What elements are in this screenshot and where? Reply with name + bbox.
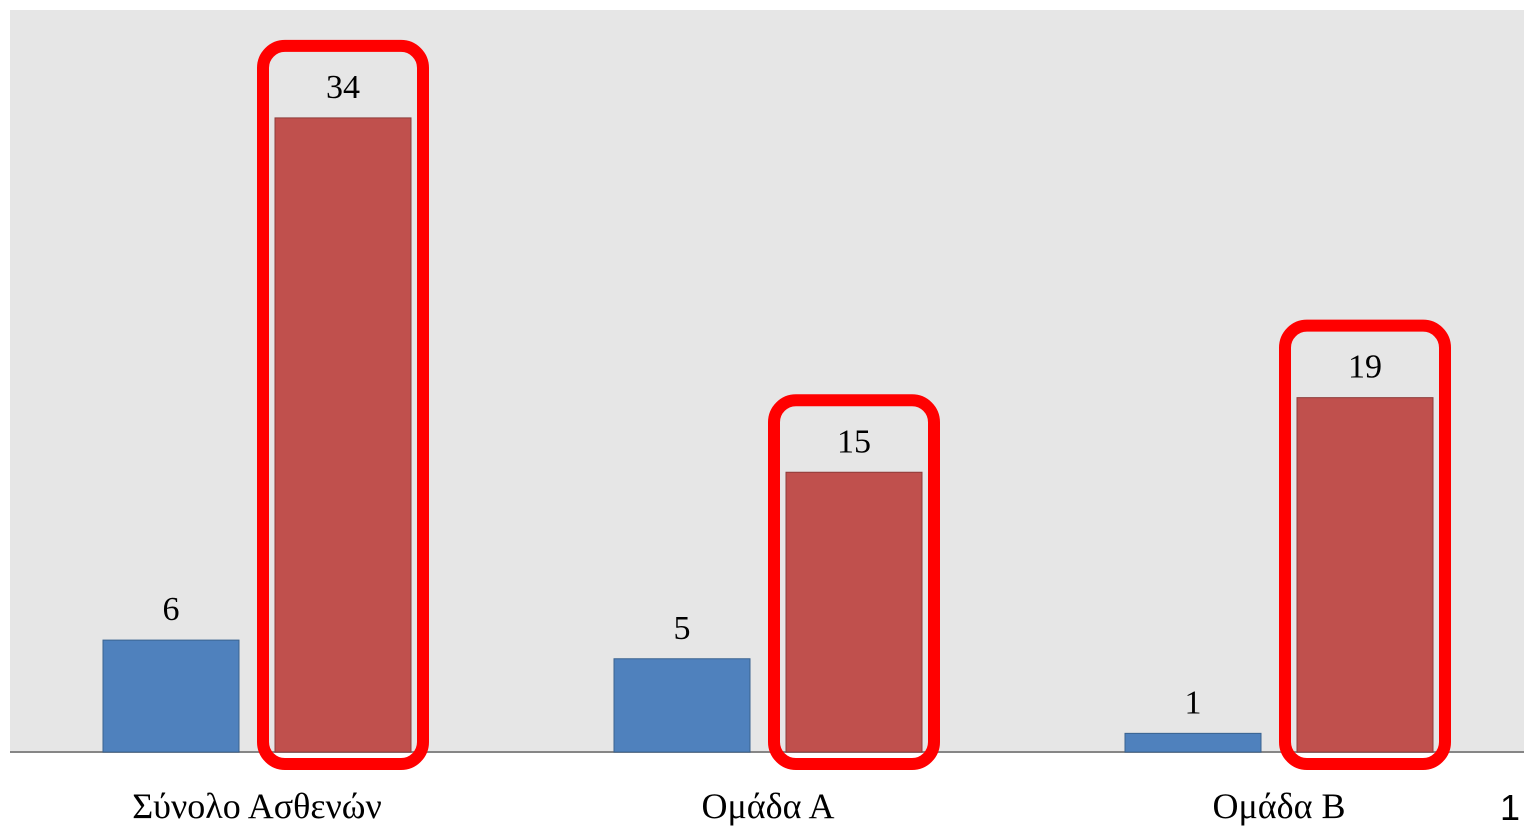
bar-series1-3: [1124, 732, 1262, 753]
category-label-1: Σύνολο Ασθενών: [132, 786, 382, 826]
category-label-3: Ομάδα Β: [1213, 786, 1346, 826]
data-label-series1-1: 6: [163, 591, 180, 628]
category-label-2: Ομάδα Α: [702, 786, 835, 826]
data-label-series2-3: 19: [1348, 349, 1382, 386]
data-label-series1-2: 5: [674, 610, 691, 647]
data-labels-layer: 6 34 5 15 1 19: [163, 69, 1383, 721]
bar-series2-3: [1296, 397, 1434, 753]
highlight-box-3: [1279, 319, 1451, 770]
bar-series1-2: [613, 658, 751, 753]
bar-series2-2: [785, 471, 923, 753]
slide-number: 1: [1500, 787, 1521, 828]
data-label-series2-1: 34: [326, 69, 360, 106]
highlight-box-1: [257, 39, 429, 770]
bar-series2-1: [274, 117, 412, 753]
bars-layer: [102, 117, 1434, 753]
bar-series1-1: [102, 639, 240, 753]
category-labels-layer: Σύνολο Ασθενών Ομάδα Α Ομάδα Β: [132, 786, 1345, 826]
highlight-box-2: [768, 394, 940, 770]
highlight-layer: [257, 39, 1451, 770]
data-label-series1-3: 1: [1185, 684, 1202, 721]
data-label-series2-2: 15: [837, 423, 871, 460]
